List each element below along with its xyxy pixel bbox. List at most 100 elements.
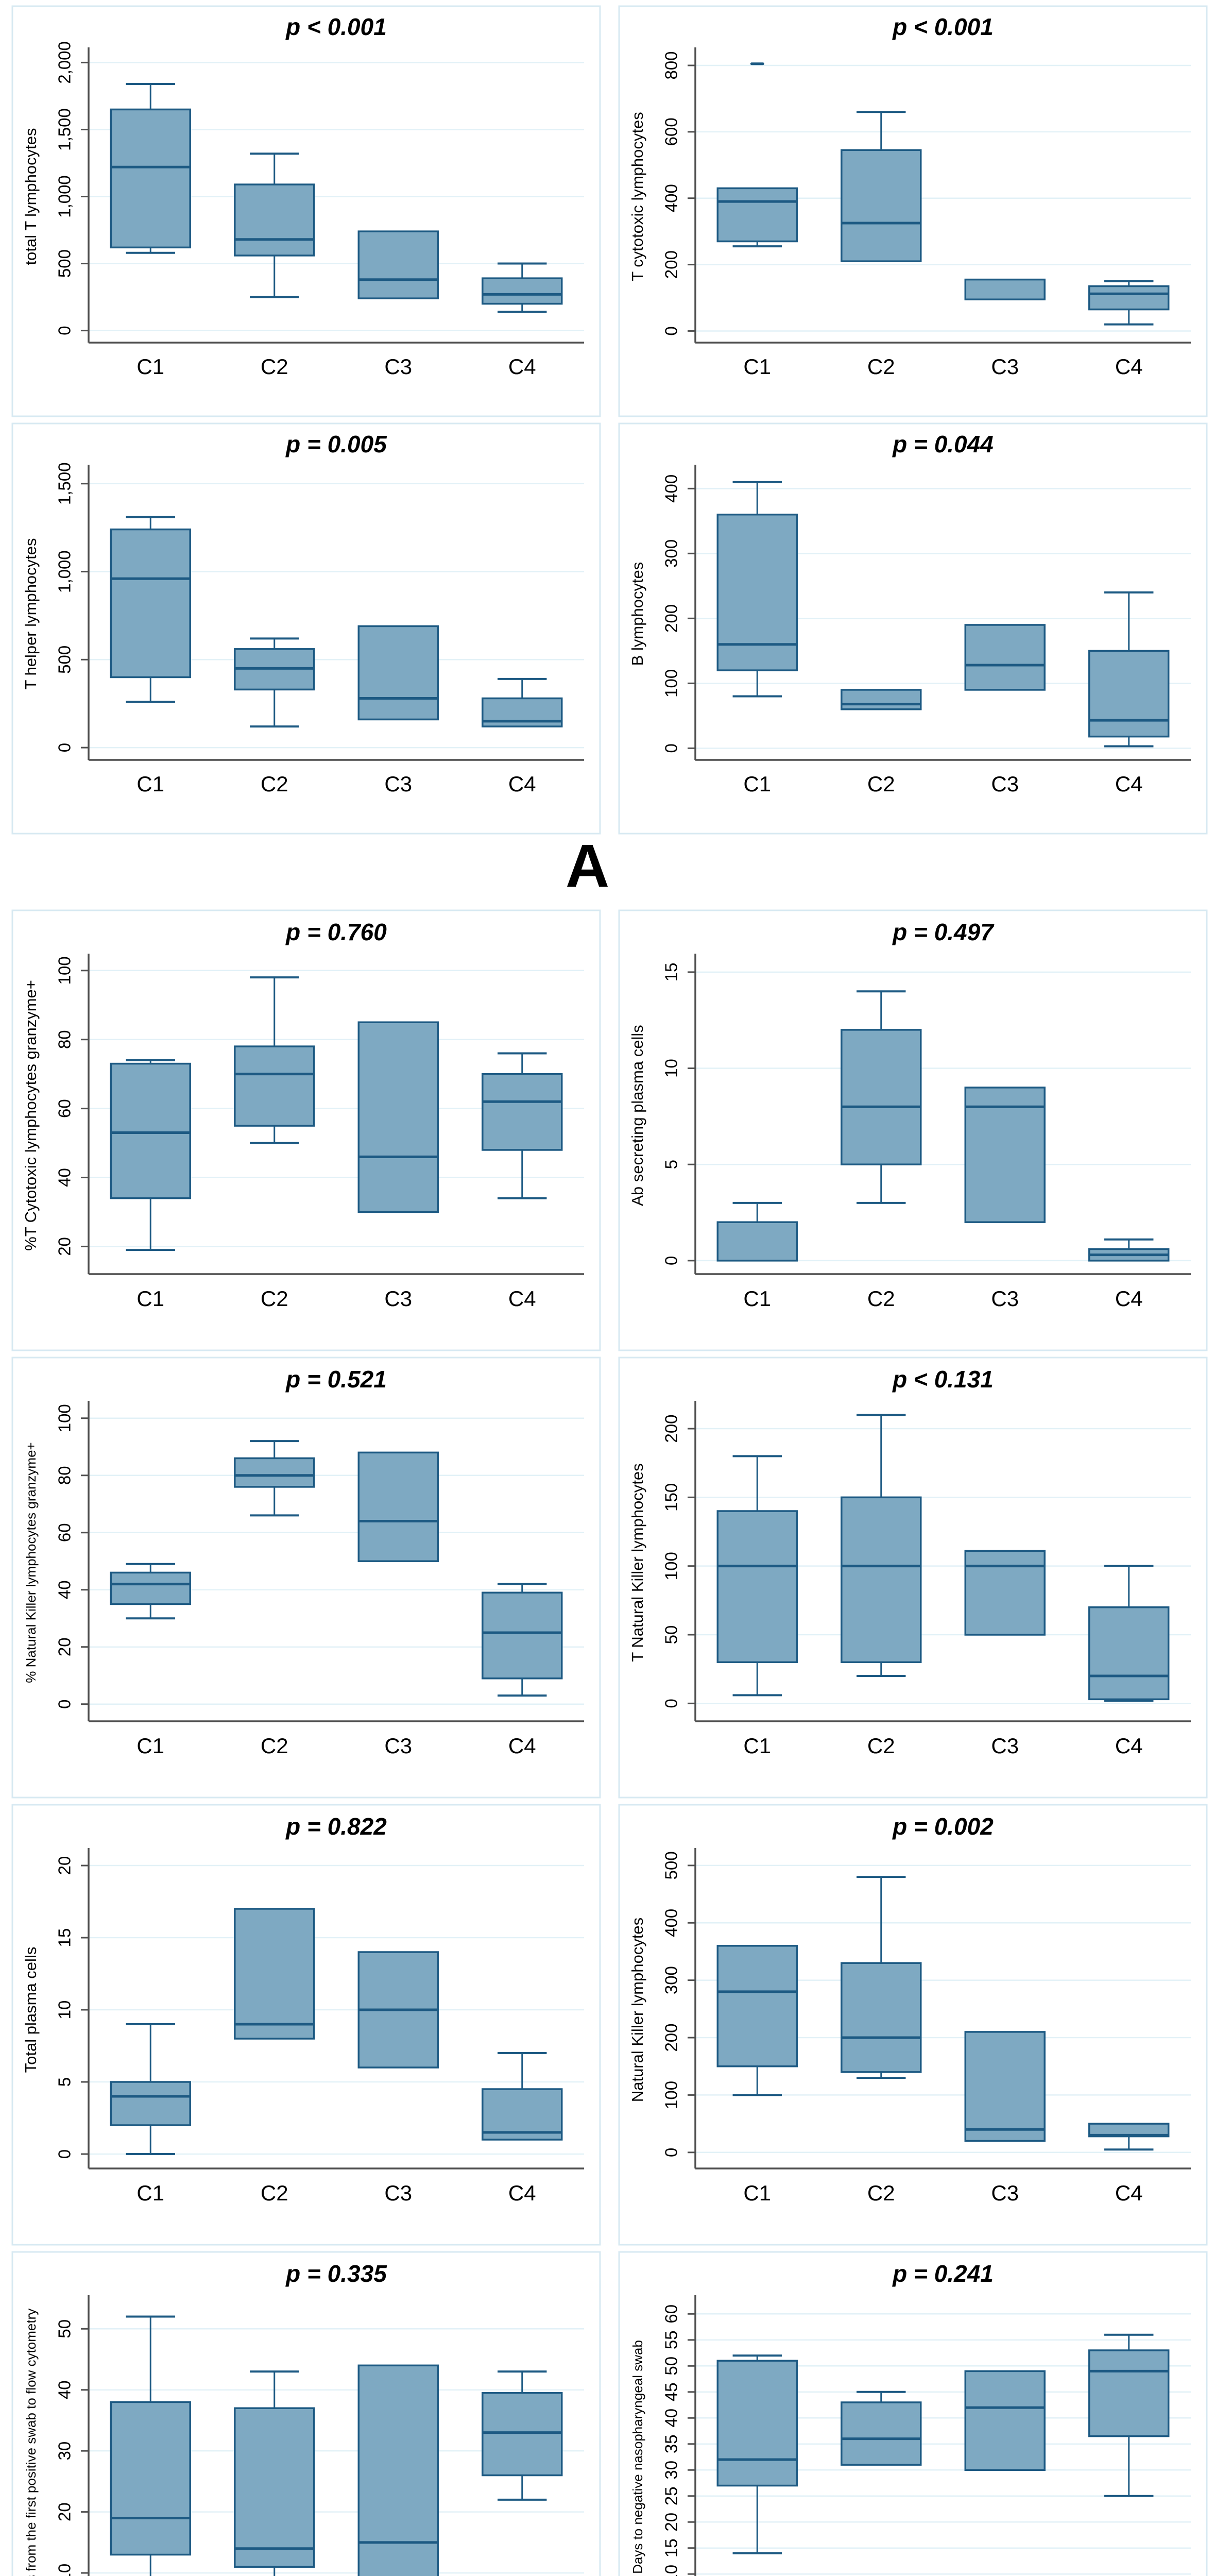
plot-days-swab-to-flow: 10 20 30 40 50 Days from the first positive s…: [11, 2251, 601, 2576]
p-value-title: p = 0.044: [892, 431, 994, 457]
iqr-box: [964, 1550, 1046, 1636]
y-axis-label: Ab secreting plasma cells: [628, 1025, 646, 1206]
iqr-box: [482, 1073, 563, 1151]
box-group: [964, 2031, 1046, 2142]
boxplot-svg: 0 500 1,000 1,500 T helper lymphocytes p = 0.…: [11, 422, 601, 835]
y-tick-label: 10: [55, 2564, 74, 2576]
x-category-label: C1: [743, 1286, 771, 1311]
y-tick-label: 1,500: [55, 462, 74, 505]
x-category-label: C2: [261, 1734, 288, 1758]
iqr-box: [841, 149, 922, 262]
iqr-box: [964, 2370, 1046, 2471]
p-value-title: p = 0.521: [285, 1366, 387, 1393]
y-axis-label: T Natural Killer lymphocytes: [628, 1463, 646, 1662]
y-tick-label: 15: [55, 1928, 74, 1947]
iqr-box: [716, 1221, 798, 1262]
x-category-label: C1: [136, 1286, 164, 1311]
box-group: [110, 2023, 191, 2155]
iqr-box: [234, 2407, 315, 2568]
p-value-title: p = 0.497: [892, 919, 995, 945]
y-tick-label: 300: [662, 1966, 681, 1994]
x-category-label: C1: [743, 354, 771, 379]
y-tick-label: 10: [662, 2565, 681, 2576]
box-group: [234, 2370, 315, 2576]
y-tick-label: 0: [662, 1256, 681, 1265]
x-category-label: C3: [991, 1286, 1019, 1311]
box-group: [110, 2315, 191, 2576]
boxplot-svg: 0 500 1,000 1,500 2,000 total T lymphocytes p …: [11, 5, 601, 417]
box-group: [357, 2364, 439, 2576]
y-axis-label: total T lymphocytes: [22, 128, 40, 265]
iqr-box: [357, 1451, 439, 1562]
iqr-box: [841, 689, 922, 710]
iqr-box: [482, 1591, 563, 1680]
y-axis-label: T cytotoxic lymphocytes: [628, 112, 646, 281]
iqr-box: [1088, 1606, 1170, 1701]
box-group: [234, 1440, 315, 1517]
box-group: [234, 637, 315, 728]
boxplot-svg: 0 5 10 15 Ab secreting plasma cells p = 0.497…: [618, 909, 1208, 1351]
x-category-label: C4: [1115, 772, 1143, 796]
iqr-box: [841, 1496, 922, 1664]
x-category-label: C3: [991, 772, 1019, 796]
y-tick-label: 200: [662, 1414, 681, 1443]
x-category-label: C1: [136, 1734, 164, 1758]
x-category-label: C2: [867, 354, 895, 379]
y-tick-label: 100: [55, 1404, 74, 1432]
y-tick-label: 5: [55, 2077, 74, 2087]
x-category-label: C3: [384, 772, 412, 796]
iqr-box: [1088, 650, 1170, 738]
y-tick-label: 400: [662, 474, 681, 503]
x-category-label: C3: [991, 1734, 1019, 1758]
iqr-box: [110, 528, 191, 679]
box-group: [482, 2052, 563, 2141]
iqr-box: [716, 1945, 798, 2067]
box-group: [841, 1876, 922, 2079]
y-tick-label: 100: [55, 956, 74, 985]
x-category-label: C4: [508, 1734, 536, 1758]
y-axis-label: Natural Killer lymphocytes: [628, 1918, 646, 2102]
box-group: [234, 1908, 315, 2040]
y-tick-label: 35: [662, 2434, 681, 2453]
x-category-label: C2: [261, 772, 288, 796]
x-category-label: C4: [508, 354, 536, 379]
plot-t-nk-lymphocytes: 0 50 100 150 200 T Natural Killer lymphocytes…: [618, 1357, 1208, 1799]
box-group: [357, 625, 439, 721]
box-group: [1088, 280, 1170, 326]
x-category-label: C4: [1115, 1286, 1143, 1311]
iqr-box: [841, 2401, 922, 2466]
iqr-box: [716, 513, 798, 671]
x-category-label: C4: [508, 772, 536, 796]
y-tick-label: 55: [662, 2330, 681, 2349]
box-group: [841, 1414, 922, 1677]
plot-b-lymphocytes: 0 100 200 300 400 B lymphocytes p = 0.044 C1 C2 C…: [618, 422, 1208, 835]
x-category-label: C1: [743, 772, 771, 796]
y-tick-label: 500: [662, 1851, 681, 1879]
box-group: [716, 2354, 798, 2554]
y-tick-label: 40: [55, 1168, 74, 1187]
iqr-box: [964, 2031, 1046, 2142]
plot-total-plasma-cells: 0 5 10 15 20 Total plasma cells p = 0.822 C1 C2 C…: [11, 1804, 601, 2246]
boxplot-svg: 0 5 10 15 20 Total plasma cells p = 0.822 C1 C2 C…: [11, 1804, 601, 2246]
y-tick-label: 15: [662, 963, 681, 982]
boxplot-svg: 20 40 60 80 100 %T Cytotoxic lymphocytes gran…: [11, 909, 601, 1351]
boxplot-svg: 0 100 200 300 400 B lymphocytes p = 0.044 C1 C2 C…: [618, 422, 1208, 835]
y-tick-label: 60: [55, 1523, 74, 1542]
plot-nk-lymphocytes: 0 100 200 300 400 500 Natural Killer lymphocyt…: [618, 1804, 1208, 2246]
y-tick-label: 20: [55, 1856, 74, 1875]
y-tick-label: 100: [662, 2081, 681, 2109]
iqr-box: [964, 1087, 1046, 1223]
box-group: [964, 1550, 1046, 1636]
iqr-box: [841, 1962, 922, 2073]
y-tick-label: 0: [55, 743, 74, 752]
y-tick-label: 1,000: [55, 175, 74, 218]
x-category-label: C2: [261, 354, 288, 379]
p-value-title: p < 0.131: [892, 1366, 994, 1393]
y-axis-label: %T Cytotoxic lymphocytes granzyme+: [22, 980, 40, 1251]
plot-frame: [11, 1357, 601, 1799]
x-category-label: C3: [384, 2181, 412, 2205]
y-tick-label: 500: [55, 249, 74, 278]
box-group: [357, 230, 439, 299]
